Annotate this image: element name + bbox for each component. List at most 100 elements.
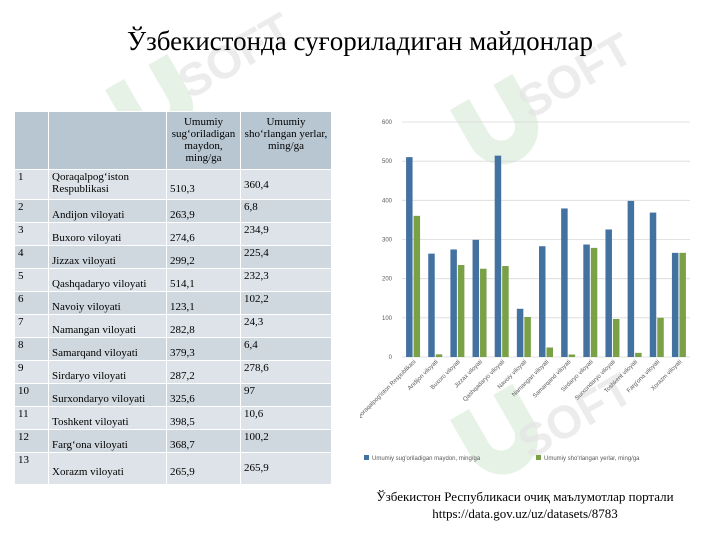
row-irrigated: 299,2 — [170, 255, 195, 267]
bar-irrigated — [516, 308, 524, 357]
bar-saline — [590, 247, 598, 357]
bar-irrigated — [583, 244, 590, 357]
source-link[interactable]: https://data.gov.uz/uz/datasets/8783 — [432, 506, 618, 521]
row-saline: 225,4 — [244, 247, 269, 259]
legend-swatch-saline — [536, 455, 541, 460]
row-number: 6 — [18, 293, 24, 305]
bar-saline — [546, 347, 553, 357]
table-row: 6 Navoiy viloyati 123,1 102,2 — [14, 291, 332, 315]
table-row: 1 Qoraqalpog‘iston Respublikasi 510,3 360,4 — [14, 169, 332, 200]
row-saline: 360,4 — [244, 179, 269, 191]
bar-irrigated — [406, 157, 413, 357]
bar-saline — [435, 354, 443, 357]
row-saline: 24,3 — [244, 316, 264, 328]
legend-label-irrigated: Umumiy sug'oriladigan maydon, ming/ga — [372, 456, 481, 462]
row-number: 4 — [18, 247, 24, 259]
bar-irrigated — [605, 229, 612, 357]
row-irrigated: 510,3 — [170, 183, 195, 195]
row-region: Toshkent viloyati — [52, 416, 129, 428]
row-irrigated: 514,1 — [170, 278, 195, 290]
row-irrigated: 265,9 — [170, 466, 195, 478]
row-saline: 278,6 — [244, 362, 269, 374]
table-row: 12 Farg‘ona viloyati 368,7 100,2 — [14, 429, 332, 453]
header-region — [48, 111, 167, 170]
row-number: 13 — [18, 454, 29, 466]
row-number: 11 — [18, 408, 29, 420]
y-tick-label: 300 — [382, 238, 393, 244]
row-saline: 97 — [244, 385, 255, 397]
row-saline: 265,9 — [244, 462, 269, 474]
table-row: 7 Namangan viloyati 282,8 24,3 — [14, 314, 332, 338]
bar-irrigated — [649, 212, 657, 357]
row-number: 2 — [18, 201, 24, 213]
table-header-row: Umumiy sug‘oriladigan maydon, ming/ga Um… — [14, 111, 332, 170]
bar-irrigated — [561, 208, 568, 357]
y-tick-label: 400 — [382, 198, 393, 204]
table-row: 3 Buxoro viloyati 274,6 234,9 — [14, 222, 332, 246]
row-saline: 234,9 — [244, 224, 269, 236]
x-tick-label: Surxondaryo viloyati — [574, 359, 616, 401]
irrigation-table: Umumiy sug‘oriladigan maydon, ming/ga Um… — [14, 111, 332, 485]
row-number: 12 — [18, 431, 29, 443]
table-row: 4 Jizzax viloyati 299,2 225,4 — [14, 245, 332, 269]
header-number — [14, 111, 49, 170]
row-region: Namangan viloyati — [52, 324, 137, 336]
row-saline: 10,6 — [244, 408, 264, 420]
row-region: Navoiy viloyati — [52, 301, 121, 313]
x-tick-label: Samarqand viloyati — [532, 359, 572, 399]
bar-irrigated — [472, 239, 480, 357]
bar-irrigated — [627, 200, 635, 357]
bar-irrigated — [539, 246, 546, 357]
source-note: Ўзбекистон Республикаси очиқ маълумотлар… — [350, 488, 700, 522]
row-number: 3 — [18, 224, 24, 236]
row-number: 5 — [18, 270, 24, 282]
row-region: Qoraqalpog‘iston Respublikasi — [52, 171, 129, 195]
bar-saline — [568, 354, 576, 357]
y-tick-label: 600 — [382, 120, 393, 126]
row-region: Jizzax viloyati — [52, 255, 116, 267]
row-region: Samarqand viloyati — [52, 347, 138, 359]
slide-title: Ўзбекистонда суғориладиган майдонлар — [126, 26, 594, 56]
bar-saline — [524, 316, 531, 357]
source-line-1: Ўзбекистон Республикаси очиқ маълумотлар… — [376, 489, 674, 504]
row-irrigated: 263,9 — [170, 209, 195, 221]
table-row: 9 Sirdaryo viloyati 287,2 278,6 — [14, 360, 332, 384]
row-irrigated: 398,5 — [170, 416, 195, 428]
table-row: 5 Qashqadaryo viloyati 514,1 232,3 — [14, 268, 332, 292]
bar-irrigated — [428, 253, 435, 357]
row-region: Sirdaryo viloyati — [52, 370, 127, 382]
table-row: 2 Andijon viloyati 263,9 6,8 — [14, 199, 332, 223]
row-region: Andijon viloyati — [52, 209, 125, 221]
bar-saline — [413, 215, 421, 357]
bar-irrigated — [494, 155, 502, 357]
row-number: 1 — [18, 171, 24, 183]
y-tick-label: 200 — [382, 277, 393, 283]
legend-swatch-irrigated — [364, 455, 369, 460]
row-saline: 100,2 — [244, 431, 269, 443]
row-region: Buxoro viloyati — [52, 232, 122, 244]
table-row: 10 Surxondaryo viloyati 325,6 97 — [14, 383, 332, 407]
bar-saline — [657, 317, 664, 357]
table-row: 13 Xorazm viloyati 265,9 265,9 — [14, 452, 332, 485]
row-irrigated: 379,3 — [170, 347, 195, 359]
table-row: 8 Samarqand viloyati 379,3 6,4 — [14, 337, 332, 361]
row-region: Qashqadaryo viloyati — [52, 278, 147, 290]
row-number: 7 — [18, 316, 24, 328]
header-irrigated: Umumiy sug‘oriladigan maydon, ming/ga — [166, 111, 241, 170]
row-irrigated: 274,6 — [170, 232, 195, 244]
row-region: Surxondaryo viloyati — [52, 393, 146, 405]
table-row: 11 Toshkent viloyati 398,5 10,6 — [14, 406, 332, 430]
bar-saline — [457, 264, 465, 357]
row-number: 8 — [18, 339, 24, 351]
legend-label-saline: Umumiy sho'rlangan yerlar, ming/ga — [544, 456, 640, 462]
bar-irrigated — [450, 249, 457, 357]
header-saline: Umumiy sho‘rlangan yerlar, ming/ga — [240, 111, 332, 170]
row-irrigated: 282,8 — [170, 324, 195, 336]
row-saline: 232,3 — [244, 270, 269, 282]
x-tick-label: Qashqadaryo viloyati — [462, 359, 506, 403]
bar-saline — [635, 352, 642, 357]
row-number: 10 — [18, 385, 29, 397]
row-saline: 6,4 — [244, 339, 258, 351]
row-irrigated: 287,2 — [170, 370, 195, 382]
